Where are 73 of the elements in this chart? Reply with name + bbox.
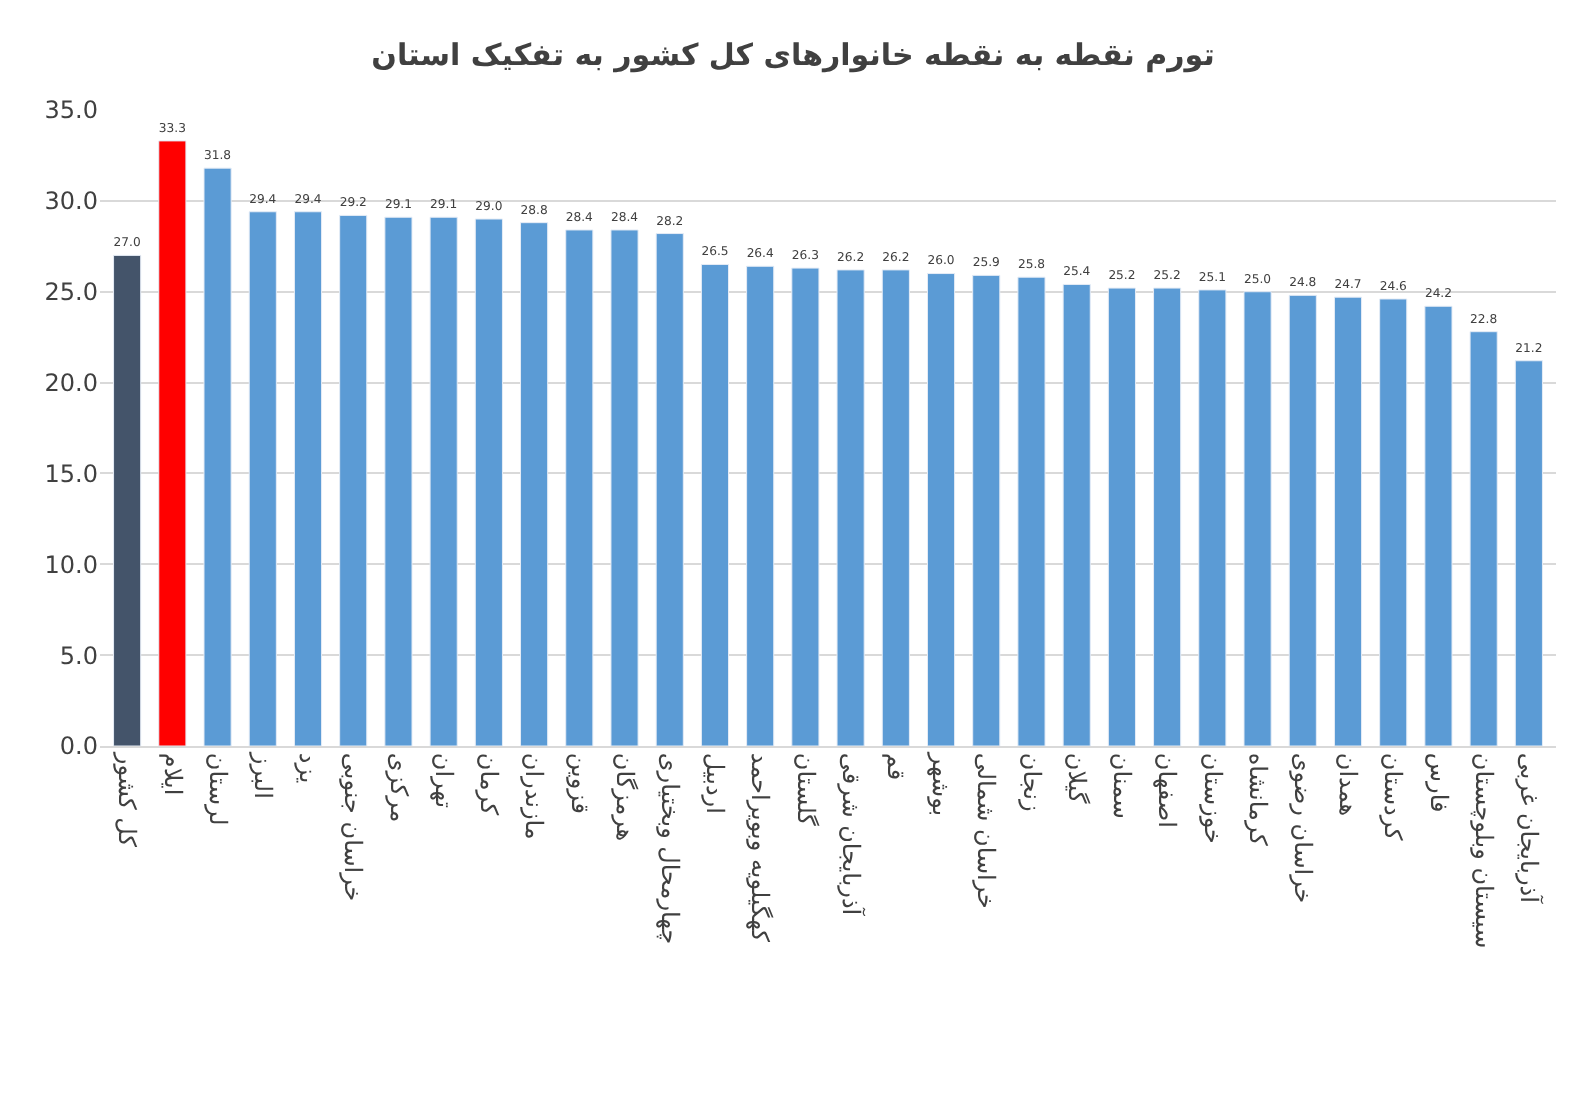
x-tick-label: البرز bbox=[248, 750, 277, 799]
bar bbox=[655, 233, 684, 746]
bar bbox=[1288, 294, 1317, 746]
bar bbox=[881, 269, 910, 746]
bar bbox=[1107, 287, 1136, 746]
bar bbox=[1198, 289, 1227, 746]
x-tick-label: گیلان bbox=[1062, 752, 1091, 804]
x-tick-label: ایلام bbox=[158, 752, 187, 796]
bar bbox=[565, 229, 594, 746]
x-tick-label: گلستان bbox=[791, 752, 820, 827]
x-tick-label: یزد bbox=[294, 752, 323, 784]
bar bbox=[1469, 331, 1498, 746]
x-tick-label: آذربایجان شرقی bbox=[836, 752, 867, 917]
bar bbox=[248, 211, 277, 746]
x-tick-label: کرمانشاه bbox=[1243, 752, 1272, 847]
x-tick-label: سیستان وبلوچستان bbox=[1469, 752, 1498, 949]
x-tick-label: کرمان bbox=[475, 752, 504, 816]
bar bbox=[1062, 283, 1091, 746]
x-tick-label: مازندران bbox=[520, 752, 549, 840]
bar bbox=[1153, 287, 1182, 746]
x-tick-label: لرستان bbox=[203, 752, 232, 826]
x-tick-label: خوزستان bbox=[1198, 752, 1227, 844]
x-tick-label: چهارمحال وبختیاری bbox=[655, 752, 684, 945]
x-tick-label: اصفهان bbox=[1153, 752, 1182, 828]
bar bbox=[1514, 360, 1543, 746]
bar bbox=[791, 267, 820, 746]
x-tick-label: تهران bbox=[429, 752, 458, 809]
x-tick-label: خراسان رضوی bbox=[1288, 752, 1317, 904]
x-tick-label: کردستان bbox=[1379, 752, 1408, 842]
x-tick-label: فارس bbox=[1424, 752, 1453, 813]
bar bbox=[520, 222, 549, 746]
bar bbox=[1333, 296, 1363, 746]
bar bbox=[746, 265, 775, 746]
x-tick-label: اردبیل bbox=[701, 752, 730, 814]
y-tick-label: 0.0 bbox=[59, 732, 98, 761]
x-tick-label: قم bbox=[882, 752, 911, 781]
y-tick-label: 30.0 bbox=[44, 187, 98, 216]
bar bbox=[1424, 305, 1453, 746]
y-tick-label: 25.0 bbox=[44, 278, 98, 307]
bar bbox=[293, 211, 323, 746]
bar bbox=[926, 273, 956, 746]
y-tick-label: 35.0 bbox=[44, 96, 98, 125]
bar bbox=[1243, 291, 1272, 746]
x-tick-label: بوشهر bbox=[927, 750, 956, 817]
x-tick-label: سمنان bbox=[1108, 752, 1137, 819]
x-tick-label: کل کشور bbox=[113, 750, 142, 848]
x-tick-label: خراسان جنوبی bbox=[339, 752, 368, 902]
x-tick-label: هرمزگان bbox=[610, 752, 639, 842]
x-tick-label: کهگیلویه وبویراحمد bbox=[746, 752, 775, 943]
y-tick-label: 15.0 bbox=[44, 459, 98, 488]
bar bbox=[429, 216, 458, 746]
bar bbox=[384, 216, 413, 746]
x-tick-label: مرکزی bbox=[384, 752, 413, 823]
x-tick-label: زنجان bbox=[1017, 752, 1046, 812]
bar bbox=[700, 263, 730, 746]
bar bbox=[1017, 276, 1046, 746]
bar bbox=[1379, 298, 1408, 746]
y-tick-label: 5.0 bbox=[59, 641, 98, 670]
bar bbox=[474, 218, 503, 746]
y-tick-label: 10.0 bbox=[44, 550, 98, 579]
x-tick-label: قزوین bbox=[565, 752, 594, 815]
bar bbox=[113, 254, 142, 746]
x-tick-label: همدان bbox=[1334, 752, 1363, 817]
y-tick-label: 20.0 bbox=[44, 368, 98, 397]
bar bbox=[339, 214, 368, 746]
x-tick-label: آذربایجان غربی bbox=[1515, 752, 1546, 905]
bar bbox=[836, 269, 865, 746]
chart-title: تورم نقطه به نقطه خانوارهای کل کشور به تفکیک استان bbox=[371, 36, 1215, 73]
bar bbox=[610, 229, 639, 746]
bar bbox=[972, 274, 1001, 746]
bar bbox=[203, 167, 232, 746]
x-tick-label: خراسان شمالی bbox=[972, 752, 1001, 909]
bar bbox=[158, 140, 187, 746]
